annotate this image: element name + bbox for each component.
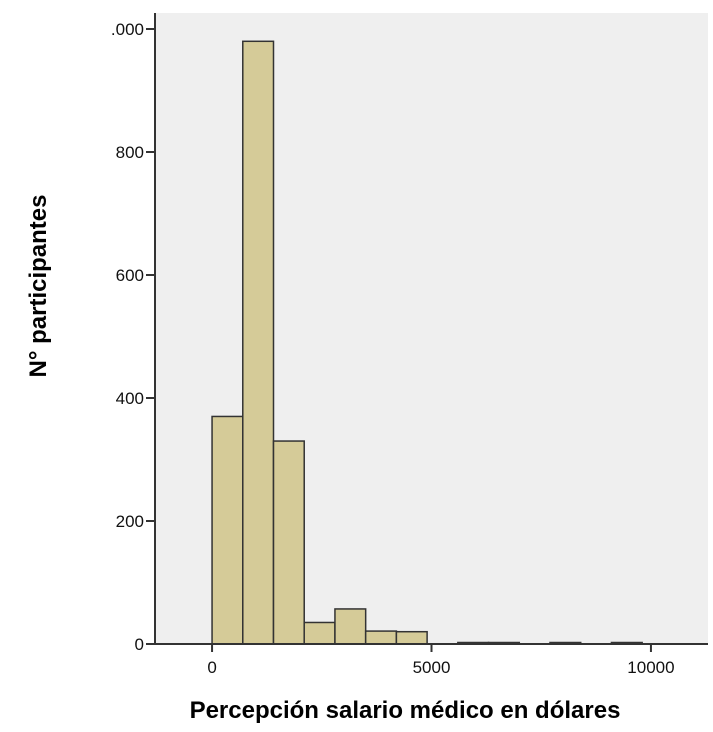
histogram-bar: [243, 41, 274, 644]
histogram-bar: [335, 609, 366, 644]
y-tick-label: .000: [111, 20, 144, 39]
histogram-bar: [212, 416, 243, 644]
y-axis: 0 200 400 600 800 .000: [111, 13, 155, 654]
y-tick-label: 400: [116, 389, 144, 408]
histogram-bar: [304, 622, 335, 644]
y-tick-label: 800: [116, 143, 144, 162]
y-axis-title: N° participantes: [25, 195, 52, 378]
x-axis: 0 5000 10000: [155, 644, 708, 677]
histogram-bar: [366, 631, 397, 644]
y-tick-label: 600: [116, 266, 144, 285]
x-axis-title: Percepción salario médico en dólares: [190, 697, 621, 724]
histogram-bar: [274, 441, 305, 644]
histogram-bar: [396, 632, 427, 644]
x-tick-label: 10000: [627, 658, 674, 677]
y-tick-label: 200: [116, 512, 144, 531]
y-tick-label: 0: [135, 635, 144, 654]
x-tick-label: 5000: [413, 658, 451, 677]
x-tick-label: 0: [207, 658, 216, 677]
